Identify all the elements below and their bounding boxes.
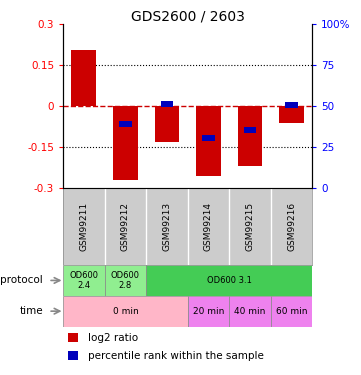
Bar bbox=[271, 296, 312, 327]
Bar bbox=[68, 333, 78, 342]
Bar bbox=[244, 126, 256, 132]
Text: percentile rank within the sample: percentile rank within the sample bbox=[88, 351, 264, 361]
Text: log2 ratio: log2 ratio bbox=[88, 333, 138, 343]
Text: time: time bbox=[19, 306, 43, 316]
Text: GSM99213: GSM99213 bbox=[162, 202, 171, 251]
Text: protocol: protocol bbox=[0, 276, 43, 285]
Bar bbox=[146, 265, 312, 296]
Bar bbox=[68, 351, 78, 360]
Text: OD600
2.4: OD600 2.4 bbox=[69, 271, 99, 290]
Text: 20 min: 20 min bbox=[193, 307, 224, 316]
Text: GSM99215: GSM99215 bbox=[245, 202, 255, 251]
Text: GSM99211: GSM99211 bbox=[79, 202, 88, 251]
Bar bbox=[188, 296, 229, 327]
Bar bbox=[229, 296, 271, 327]
Text: OD600
2.8: OD600 2.8 bbox=[111, 271, 140, 290]
Text: GSM99216: GSM99216 bbox=[287, 202, 296, 251]
Text: OD600 3.1: OD600 3.1 bbox=[207, 276, 252, 285]
Text: 0 min: 0 min bbox=[113, 307, 138, 316]
Bar bbox=[105, 265, 146, 296]
Bar bbox=[196, 106, 221, 176]
Text: 60 min: 60 min bbox=[276, 307, 307, 316]
Text: 40 min: 40 min bbox=[234, 307, 266, 316]
Bar bbox=[202, 135, 215, 141]
Bar bbox=[155, 106, 179, 142]
Title: GDS2600 / 2603: GDS2600 / 2603 bbox=[131, 9, 245, 23]
Bar bbox=[113, 106, 138, 180]
Bar bbox=[238, 106, 262, 166]
Bar bbox=[161, 100, 173, 106]
Text: GSM99212: GSM99212 bbox=[121, 202, 130, 251]
Bar bbox=[119, 121, 132, 127]
Text: GSM99214: GSM99214 bbox=[204, 202, 213, 251]
Bar bbox=[63, 265, 105, 296]
Bar bbox=[279, 106, 304, 123]
Bar bbox=[71, 50, 96, 106]
Bar bbox=[63, 296, 188, 327]
Bar bbox=[285, 102, 298, 108]
